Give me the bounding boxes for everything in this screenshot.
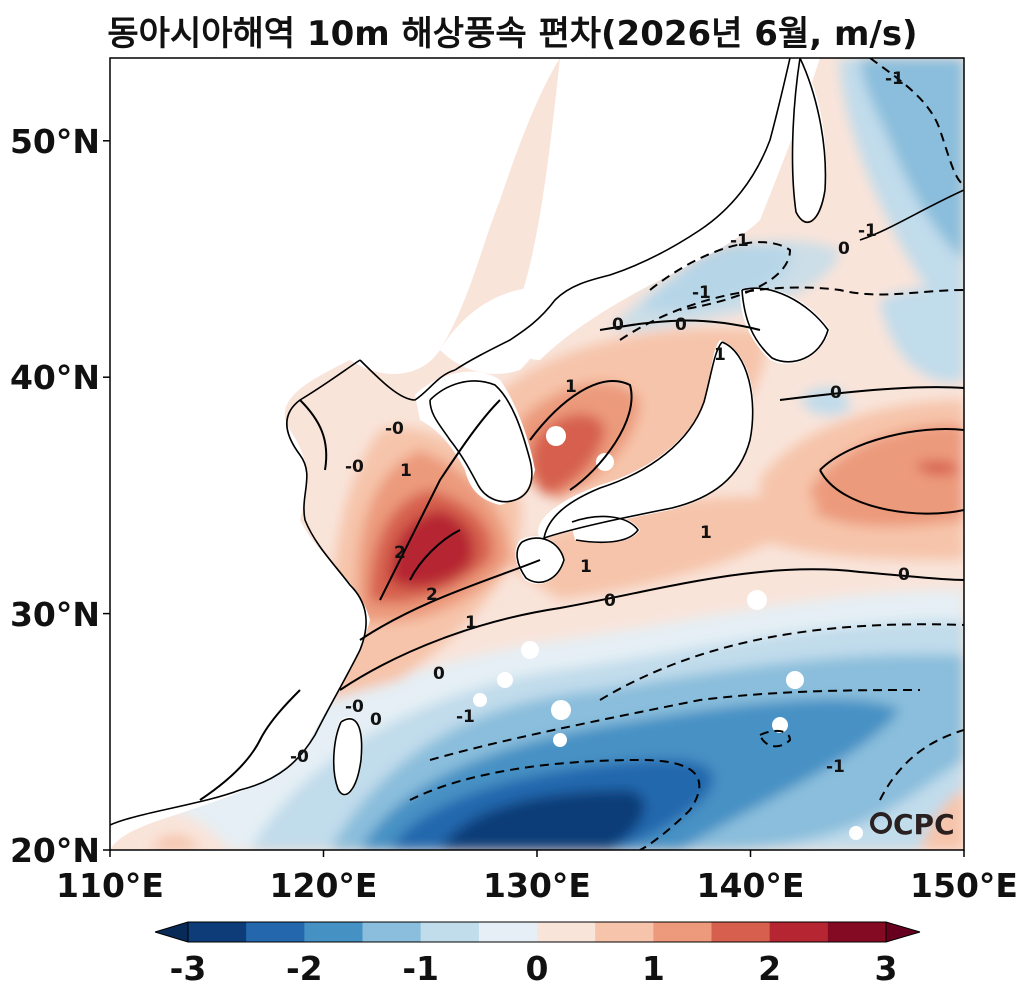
contour-label-group: 1 0 -1 -1 0 0 0 0 0 0 -0 0 -0 -0 -0 1 2 …: [290, 69, 910, 777]
contour-label: 2: [394, 543, 406, 563]
colorbar-swatch: [246, 922, 305, 942]
colorbar-tick-label: -1: [402, 949, 439, 988]
contour-label: 0: [675, 315, 687, 335]
contour-label: 1: [400, 461, 412, 481]
contour-label: -1: [692, 283, 711, 303]
colorbar-swatch: [420, 922, 480, 942]
contour-label: -1: [826, 757, 845, 777]
contour-label: 1: [565, 377, 577, 397]
contour-label: 0: [370, 710, 382, 730]
contour-label: 0: [433, 664, 445, 684]
negative-contour-lines: [409, 58, 964, 850]
colorbar-swatch: [188, 922, 247, 942]
colorbar-tick-label: -3: [170, 949, 207, 988]
contour-label: 0: [838, 239, 850, 259]
x-tick-label: 110°E: [56, 866, 164, 905]
cpc-logo: CPC: [870, 808, 955, 841]
colorbar-tick-label: 1: [642, 949, 665, 988]
contour-label: -1: [730, 231, 749, 251]
y-tick-label: 30°N: [10, 595, 100, 634]
colorbar-swatches: [188, 922, 887, 942]
contour-label: -1: [858, 221, 877, 241]
y-tick-label: 40°N: [10, 358, 100, 397]
colorbar-swatch: [595, 922, 654, 942]
coastlines: [110, 58, 964, 826]
contour-label: 1: [580, 557, 592, 577]
colorbar-swatch: [769, 922, 829, 942]
contour-label: -0: [290, 747, 309, 767]
map-title: 동아시아해역 10m 해상풍속 편차(2026년 6월, m/s): [107, 14, 918, 54]
contour-label: 1: [714, 345, 726, 365]
contour-label: 1: [700, 523, 712, 543]
colorbar-under-arrow: [155, 922, 188, 942]
y-tick-label: 50°N: [10, 122, 100, 161]
colorbar-tick-label: -2: [286, 949, 323, 988]
colorbar-swatch: [304, 922, 363, 942]
land-mask: [110, 58, 863, 850]
x-tick-label: 150°E: [910, 866, 1018, 905]
contour-label: -1: [885, 69, 904, 89]
contour-label: -0: [345, 457, 364, 477]
contour-label: 1: [465, 613, 477, 633]
colorbar-over-arrow: [886, 922, 920, 942]
y-tick-label: 20°N: [10, 831, 100, 870]
contour-label: -0: [345, 697, 364, 717]
contour-label: 0: [604, 591, 616, 611]
colorbar-tick-label: 3: [875, 949, 898, 988]
x-tick-label: 140°E: [697, 866, 805, 905]
contour-label: 0: [830, 383, 842, 403]
logo-text: CPC: [893, 808, 955, 841]
contour-label: 2: [426, 585, 438, 605]
contour-label: 0: [898, 565, 910, 585]
colorbar-tick-label: 2: [758, 949, 781, 988]
colorbar-swatch: [711, 922, 771, 942]
x-tick-label: 130°E: [483, 866, 591, 905]
contour-label: 0: [612, 315, 624, 335]
colorbar: -3 -2 -1 0 1 2 3: [154, 921, 921, 988]
colorbar-swatch: [478, 922, 538, 942]
axis-ticks: [103, 140, 965, 857]
colorbar-swatch: [653, 922, 712, 942]
contour-lines: [199, 319, 964, 801]
colorbar-swatch: [537, 922, 596, 942]
logo-ring-icon: [870, 812, 892, 834]
colorbar-swatch: [362, 922, 422, 942]
colorbar-tick-label: 0: [526, 949, 549, 988]
contour-label: -1: [456, 707, 475, 727]
contour-label: -0: [385, 419, 404, 439]
x-tick-label: 120°E: [270, 866, 378, 905]
colorbar-swatch: [827, 922, 887, 942]
